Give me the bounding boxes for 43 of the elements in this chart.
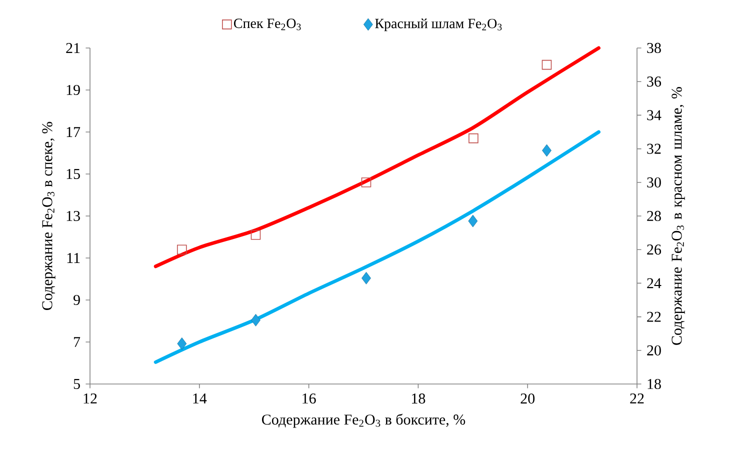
legend-label: Спек Fe$_{2}$O$_{3}$ bbox=[234, 18, 301, 30]
point bbox=[542, 60, 552, 70]
y-tick-label: 17 bbox=[66, 127, 80, 137]
y-tick-label: 21 bbox=[66, 43, 80, 53]
y2-tick-label: 28 bbox=[647, 210, 661, 222]
y2-tick-label: 22 bbox=[647, 312, 661, 322]
point bbox=[542, 144, 552, 157]
x-axis-title: Содержание Fe$_{2}$O$_{3}$ в боксите, % bbox=[262, 414, 466, 428]
x-tick-label: 16 bbox=[302, 393, 316, 404]
x-tick-label: 18 bbox=[412, 393, 426, 404]
y2-tick-label: 20 bbox=[647, 345, 661, 356]
y-tick-label: 13 bbox=[66, 210, 80, 222]
y-tick-label: 9 bbox=[74, 294, 80, 306]
x-tick-label: 12 bbox=[84, 393, 97, 404]
y2-axis-title: Содержание Fe$_{2}$O$_{3}$ в красном шламе, % bbox=[672, 87, 685, 345]
y-tick-label: 19 bbox=[66, 84, 80, 96]
line-series bbox=[154, 130, 600, 364]
y-tick-label: 11 bbox=[67, 253, 80, 263]
y2-tick-label: 26 bbox=[647, 244, 662, 255]
y2-tick-label: 34 bbox=[647, 110, 662, 120]
point bbox=[361, 178, 372, 188]
line-series bbox=[154, 46, 600, 268]
point bbox=[468, 214, 478, 228]
y2-tick-label: 18 bbox=[648, 378, 661, 390]
y-tick-label: 15 bbox=[66, 168, 80, 180]
point bbox=[362, 272, 371, 284]
y2-tick-label: 30 bbox=[647, 177, 661, 188]
point bbox=[251, 314, 260, 326]
point bbox=[468, 133, 478, 144]
y2-tick-label: 36 bbox=[647, 76, 662, 87]
y2-tick-label: 24 bbox=[647, 278, 662, 288]
x-tick-label: 14 bbox=[193, 393, 207, 404]
point bbox=[177, 244, 187, 254]
y-tick-label: 5 bbox=[74, 379, 80, 389]
x-tick-label: 22 bbox=[630, 393, 644, 404]
x-tick-label: 20 bbox=[520, 393, 535, 404]
y2-tick-label: 32 bbox=[647, 144, 661, 154]
y-tick-label: 7 bbox=[74, 337, 80, 347]
y-axis-title: Содержание Fe$_{2}$O$_{3}$ в спеке, % bbox=[42, 122, 56, 310]
point bbox=[250, 230, 261, 240]
point bbox=[177, 337, 187, 350]
legend-label: Красный шлам Fe$_{2}$O$_{3}$ bbox=[375, 18, 502, 32]
y2-tick-label: 38 bbox=[647, 42, 661, 54]
